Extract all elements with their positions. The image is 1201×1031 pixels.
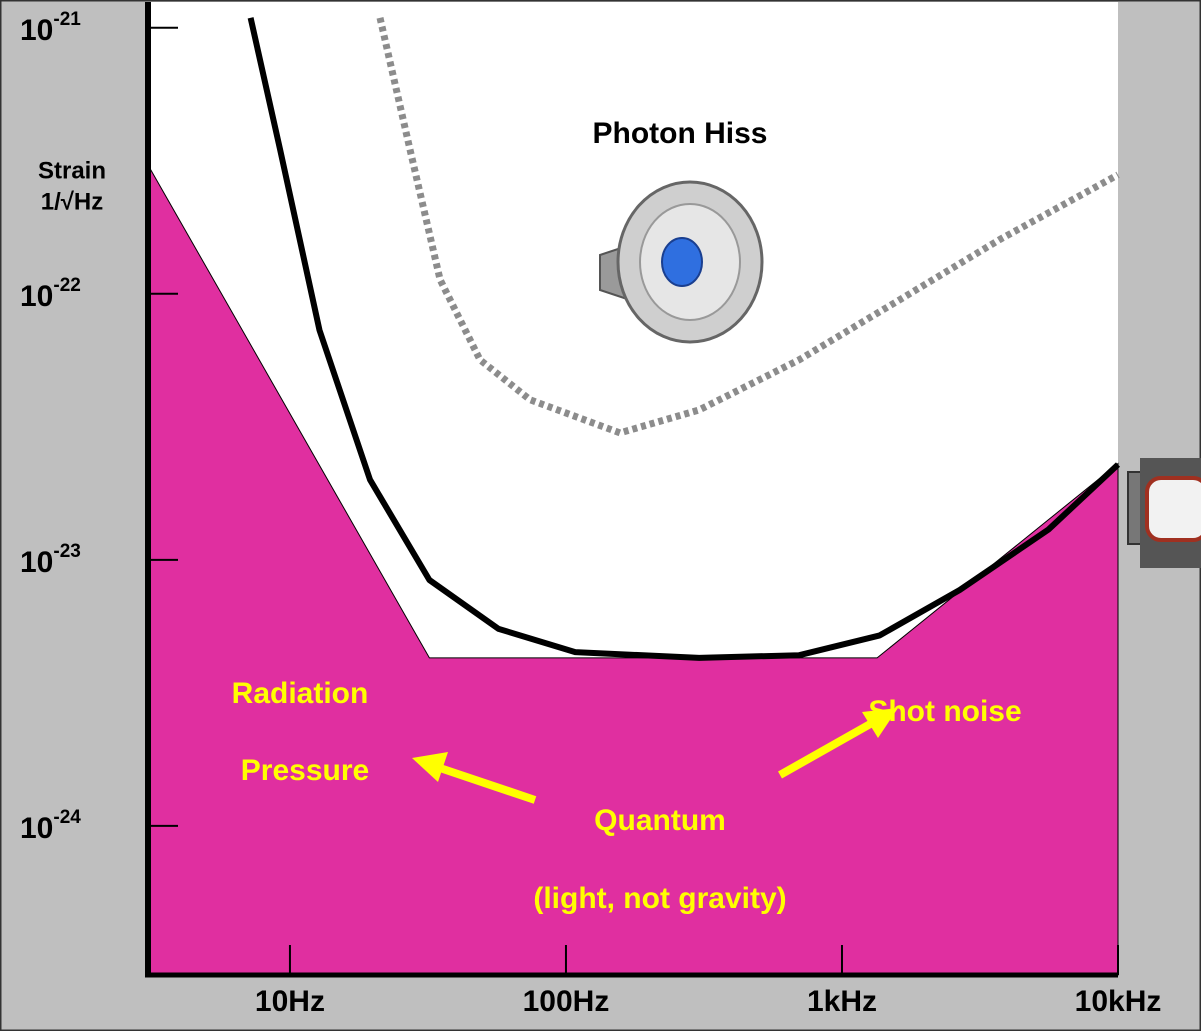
arrow-head <box>412 752 448 782</box>
total-noise-curve <box>247 17 1121 661</box>
x-tick-label: 10kHz <box>1075 985 1162 1018</box>
x-tick-label: 1kHz <box>807 985 877 1018</box>
photon-hiss-curve <box>376 17 1120 437</box>
y-tick-base: 10 <box>20 812 53 845</box>
annotation: Pressure <box>241 754 369 787</box>
y-tick-base: 10 <box>20 546 53 579</box>
annotation: Radiation <box>232 677 369 710</box>
y-tick-label: 10-22 <box>20 275 81 313</box>
x-tick-label: 10Hz <box>255 985 325 1018</box>
y-tick-label: 10-21 <box>20 9 81 47</box>
side-widget[interactable] <box>1127 458 1201 568</box>
arrow <box>778 719 874 779</box>
y-label: 1/√Hz <box>41 188 104 215</box>
speaker-dome <box>661 237 703 287</box>
y-tick-exponent: -21 <box>53 9 81 30</box>
widget-button <box>1145 476 1201 542</box>
annotation: Quantum <box>594 804 726 837</box>
x-tick-label: 100Hz <box>523 985 610 1018</box>
y-tick-exponent: -24 <box>53 807 81 828</box>
y-tick-label: 10-23 <box>20 541 81 579</box>
arrow <box>438 764 537 804</box>
y-tick-base: 10 <box>20 14 53 47</box>
annotation: Photon Hiss <box>592 117 767 150</box>
annotation: (light, not gravity) <box>533 882 786 915</box>
arrows <box>412 708 898 804</box>
arrow-head <box>862 708 898 738</box>
y-tick-exponent: -22 <box>53 275 80 296</box>
y-label: Strain <box>38 157 106 184</box>
y-tick-base: 10 <box>20 280 53 313</box>
y-tick-exponent: -23 <box>53 541 80 562</box>
y-tick-label: 10-24 <box>20 807 81 845</box>
speaker-icon[interactable] <box>599 180 764 344</box>
